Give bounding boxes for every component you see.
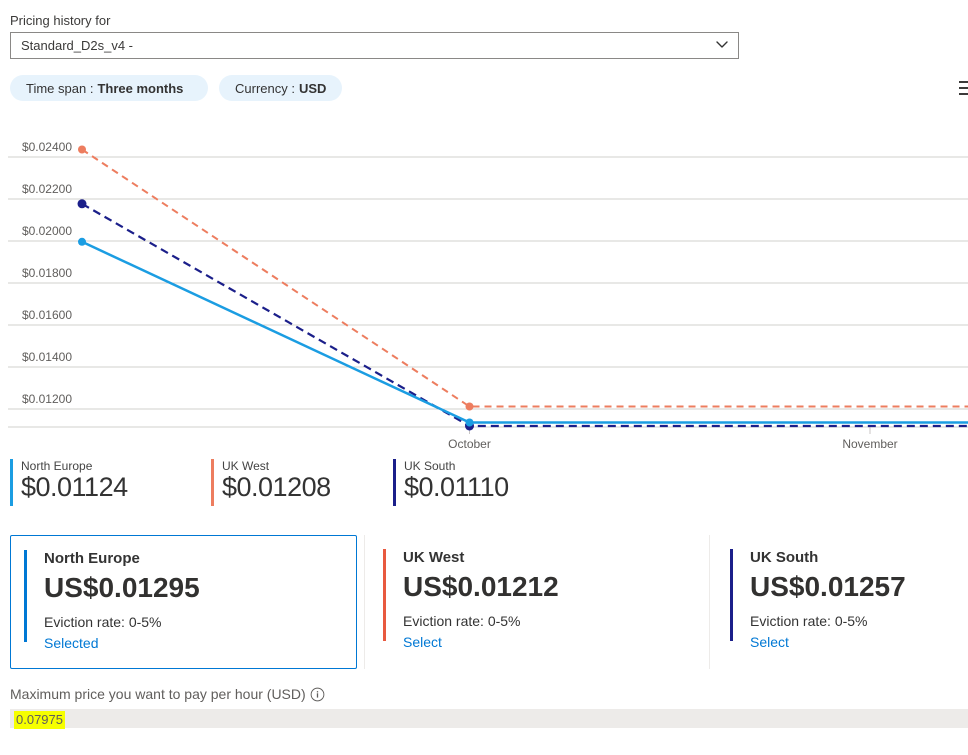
- svg-text:October: October: [448, 437, 491, 451]
- svg-text:$0.02200: $0.02200: [22, 182, 72, 196]
- svg-text:$0.01200: $0.01200: [22, 392, 72, 406]
- svg-text:$0.02400: $0.02400: [22, 140, 72, 154]
- svg-text:$0.02000: $0.02000: [22, 224, 72, 238]
- svg-text:November: November: [842, 437, 897, 451]
- svg-text:$0.01400: $0.01400: [22, 350, 72, 364]
- svg-text:$0.01600: $0.01600: [22, 308, 72, 322]
- svg-text:$0.01800: $0.01800: [22, 266, 72, 280]
